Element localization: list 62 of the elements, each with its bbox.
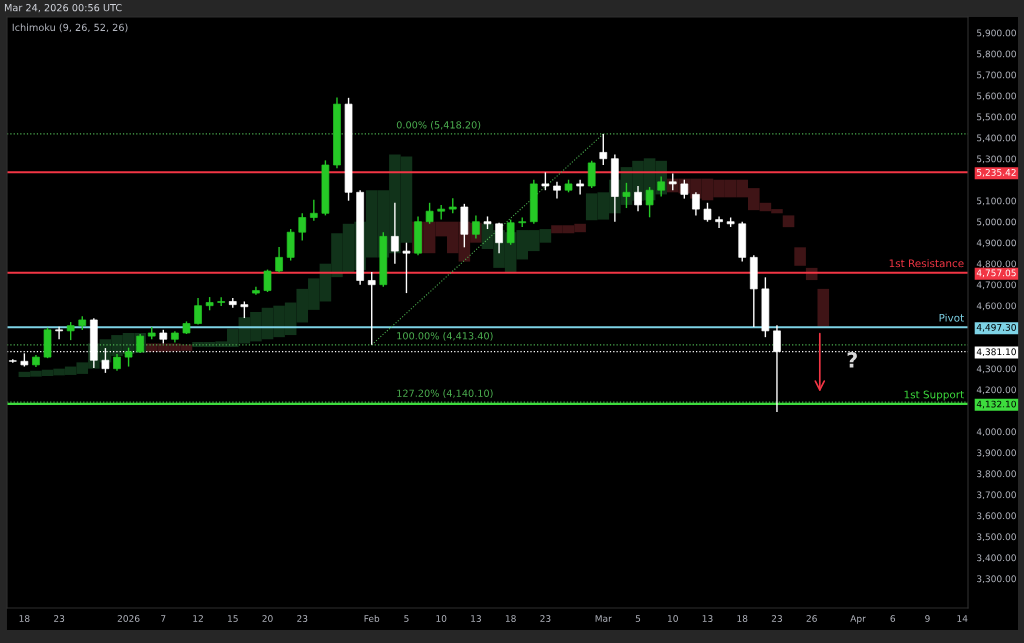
x-tick-label: 10 — [436, 615, 447, 622]
y-tick-label: 5,900.00 — [977, 29, 1016, 38]
y-tick-label: 5,400.00 — [977, 134, 1016, 143]
y-tick-label: 3,300.00 — [977, 575, 1016, 584]
x-tick-label: Mar — [595, 615, 612, 622]
y-tick-label: 3,900.00 — [977, 449, 1016, 458]
x-tick-label: 13 — [702, 615, 713, 622]
x-tick-label: 5 — [635, 615, 641, 622]
x-tick-label: Apr — [850, 615, 866, 624]
x-tick-label: 2026 — [117, 615, 140, 622]
x-tick-label: 23 — [54, 615, 65, 622]
x-tick-label: 9 — [925, 615, 930, 622]
y-tick-label: 3,400.00 — [977, 554, 1016, 563]
x-tick-label: 10 — [668, 615, 678, 622]
ref-line-label: 1st Resistance — [889, 259, 964, 268]
y-tick-label: 5,100.00 — [977, 197, 1016, 206]
y-tick-label: 4,757.05 — [976, 269, 1016, 278]
y-tick-label: 5,500.00 — [977, 113, 1016, 122]
y-tick-label: 4,200.00 — [976, 386, 1016, 395]
x-tick-label: 5 — [404, 615, 409, 622]
y-tick-label: 4,800.00 — [976, 260, 1016, 269]
y-tick-label: 4,132.10 — [976, 400, 1016, 409]
y-tick-label: 4,600.00 — [976, 302, 1016, 311]
y-tick-label: 4,700.00 — [976, 281, 1016, 290]
x-tick-label: 13 — [471, 615, 481, 622]
ref-line-label: 127.20% (4,140.10) — [397, 389, 493, 399]
ref-line-label: Pivot — [939, 313, 964, 322]
annotation: Ichimoku (9, 26, 52, 26) — [12, 23, 128, 33]
x-tick-label: 23 — [297, 615, 308, 622]
ref-line-label: 0.00% (5,418.20) — [396, 121, 481, 130]
y-tick-label: 4,497.30 — [976, 323, 1016, 332]
ref-line-label: 100.00% (4,413.40) — [397, 331, 493, 341]
y-tick-label: 5,800.00 — [977, 50, 1016, 59]
x-tick-label: Feb — [364, 614, 380, 622]
x-tick-label: 20 — [262, 615, 273, 622]
y-tick-label: 5,000.00 — [977, 218, 1016, 227]
x-tick-label: 26 — [806, 615, 817, 622]
y-tick-label: 5,235.42 — [977, 169, 1016, 177]
y-tick-label: 3,800.00 — [977, 470, 1016, 479]
text: Mar 24, 2026 00:56 UTC — [4, 3, 122, 13]
y-tick-label: 4,900.00 — [976, 239, 1016, 248]
y-tick-label: 5,300.00 — [977, 155, 1016, 164]
y-tick-label: 4,300.00 — [976, 365, 1016, 374]
x-tick-label: 18 — [19, 615, 30, 622]
ref-line-label: 1st Support — [904, 390, 964, 401]
x-tick-label: 18 — [737, 615, 748, 622]
x-tick-label: 15 — [228, 615, 238, 622]
y-tick-label: 3,700.00 — [977, 491, 1016, 500]
x-tick-label: 12 — [193, 615, 203, 622]
x-tick-label: 18 — [505, 615, 516, 622]
y-tick-label: 4,381.10 — [976, 348, 1016, 357]
annotation: ? — [847, 352, 857, 368]
x-tick-label: 23 — [540, 615, 551, 622]
y-tick-label: 5,600.00 — [977, 92, 1016, 101]
x-tick-label: 14 — [957, 615, 968, 622]
y-tick-label: 3,500.00 — [977, 533, 1016, 542]
y-tick-label: 3,600.00 — [977, 512, 1016, 521]
x-tick-label: 23 — [771, 615, 782, 622]
x-tick-label: 7 — [161, 615, 166, 622]
y-tick-label: 5,700.00 — [977, 71, 1016, 80]
y-tick-label: 4,000.00 — [976, 428, 1016, 437]
x-tick-label: 6 — [890, 615, 896, 622]
